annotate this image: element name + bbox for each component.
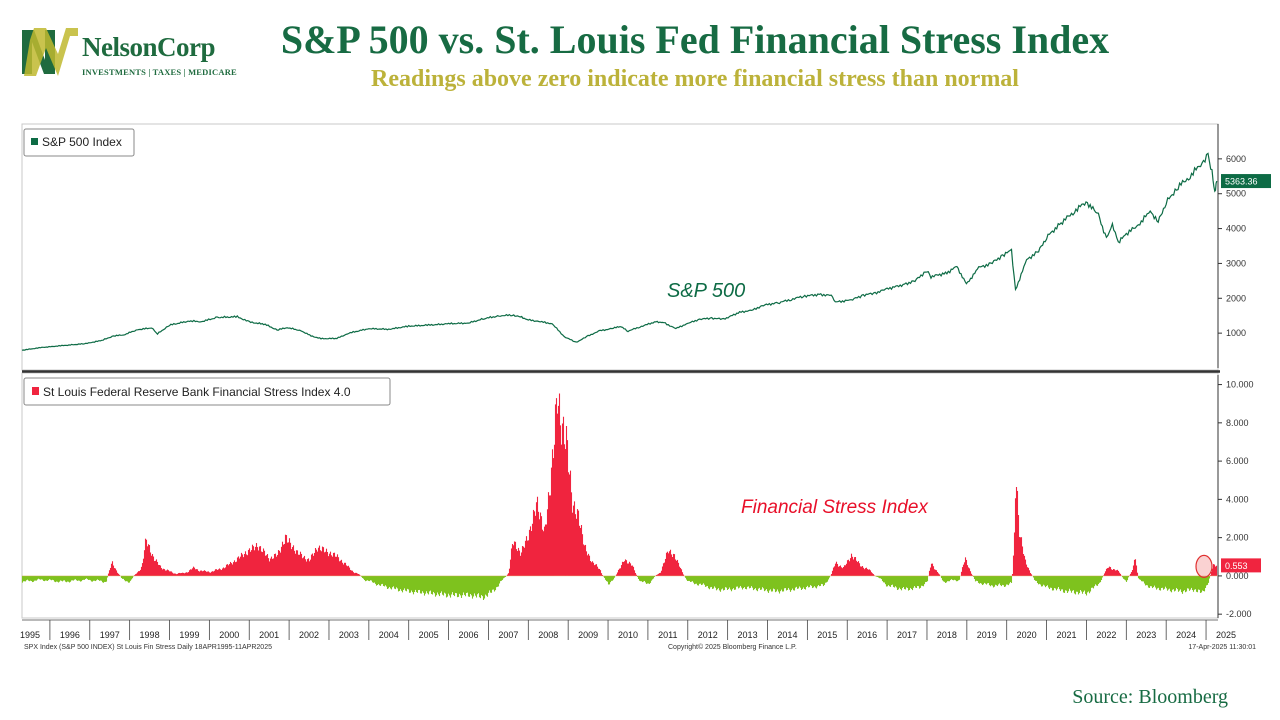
fsi-y-tick-label: 8.000 [1226,418,1249,428]
fsi-legend-label: St Louis Federal Reserve Bank Financial … [43,385,351,399]
x-axis-year-label: 2015 [817,630,837,640]
spx-last-value-label: 5363.36 [1225,177,1258,187]
spx-legend-label: S&P 500 Index [42,135,122,149]
x-axis-year-label: 2017 [897,630,917,640]
x-axis-year-label: 2001 [259,630,279,640]
spx-y-tick-label: 5000 [1226,189,1246,199]
fsi-y-tick-label: 6.000 [1226,456,1249,466]
spx-y-tick-label: 3000 [1226,258,1246,268]
x-axis-year-label: 2007 [498,630,518,640]
fsi-annotation: Financial Stress Index [741,497,929,518]
x-axis-year-label: 2000 [219,630,239,640]
spx-y-tick-label: 6000 [1226,154,1246,164]
x-axis-year-label: 2009 [578,630,598,640]
source-label: Source: Bloomberg [1072,686,1228,708]
fsi-last-value-tag [1221,558,1261,573]
fsi-y-tick-label: 0.000 [1226,571,1249,581]
x-axis-year-label: 1996 [60,630,80,640]
x-axis-year-label: 2020 [1017,630,1037,640]
x-axis-year-label: 2002 [299,630,319,640]
fsi-panel-frame [21,372,1219,619]
x-axis-year-label: 1998 [140,630,160,640]
x-axis-year-label: 2005 [419,630,439,640]
x-axis-year-label: 2025 [1216,630,1236,640]
fsi-y-tick-label: -2.000 [1226,609,1252,619]
chart-subtitle: Readings above zero indicate more financ… [371,66,1019,92]
fsi-bars [21,393,1218,601]
spx-series-line [21,152,1218,351]
spx-last-value-tag [1221,174,1271,189]
fsi-legend-swatch [32,387,39,395]
x-axis-year-label: 1995 [20,630,40,640]
x-axis-year-label: 2022 [1096,630,1116,640]
fsi-highlight-circle [1195,554,1213,578]
fsi-y-tick-label: 4.000 [1226,494,1249,504]
nelsoncorp-logo: NelsonCorp INVESTMENTS | TAXES | MEDICAR… [22,26,237,80]
x-axis-year-label: 2021 [1056,630,1076,640]
x-axis-year-label: 2010 [618,630,638,640]
logo-tagline: INVESTMENTS | TAXES | MEDICARE [82,67,237,77]
spx-y-tick-label: 2000 [1226,293,1246,303]
logo-name: NelsonCorp [82,32,216,62]
footer-copyright: Copyright© 2025 Bloomberg Finance L.P. [668,643,797,651]
x-axis-year-label: 1997 [100,630,120,640]
x-axis-year-label: 2013 [738,630,758,640]
fsi-last-value-label: 0.553 [1225,561,1248,571]
x-axis-year-label: 2006 [458,630,478,640]
spx-y-tick-label: 4000 [1226,224,1246,234]
spx-panel-frame [21,123,1219,371]
spx-legend-box [23,128,135,157]
x-axis-year-label: 2018 [937,630,957,640]
x-axis-year-label: 2024 [1176,630,1196,640]
x-axis-year-label: 2004 [379,630,399,640]
x-axis-year-label: 2016 [857,630,877,640]
footer-timestamp: 17-Apr-2025 11:30:01 [1188,644,1256,651]
x-axis-year-label: 2008 [538,630,558,640]
logo-mark-icon [22,28,78,76]
chart-title: S&P 500 vs. St. Louis Fed Financial Stre… [280,17,1110,62]
footer-left: SPX Index (S&P 500 INDEX) St Louis Fin S… [24,644,272,651]
spx-legend-swatch [31,138,38,145]
spx-annotation: S&P 500 [667,280,745,302]
fsi-y-tick-label: 10.000 [1226,380,1254,390]
x-axis-year-label: 2019 [977,630,997,640]
x-axis-year-label: 2023 [1136,630,1156,640]
x-axis-year-label: 1999 [179,630,199,640]
x-axis-year-label: 2011 [658,630,677,640]
fsi-y-tick-label: 2.000 [1226,533,1249,543]
spx-y-tick-label: 1000 [1226,328,1246,338]
x-axis-year-label: 2003 [339,630,359,640]
x-axis-year-label: 2012 [698,630,718,640]
fsi-legend-box [23,377,391,406]
x-axis-year-label: 2014 [777,630,797,640]
